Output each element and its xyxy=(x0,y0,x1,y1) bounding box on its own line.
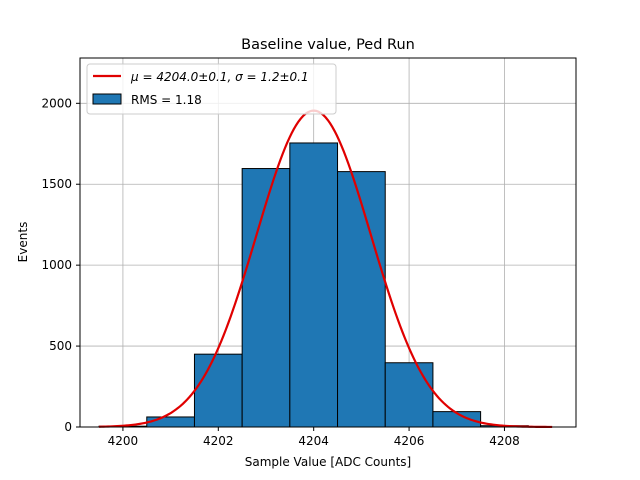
y-tick-label: 1500 xyxy=(41,177,72,191)
y-tick-label: 2000 xyxy=(41,96,72,110)
y-axis-ticks: 0 500 1000 1500 2000 xyxy=(41,96,80,434)
legend-hist-label: RMS = 1.18 xyxy=(131,93,202,107)
x-tick-label: 4208 xyxy=(489,434,520,448)
histogram-bar xyxy=(193,353,243,428)
legend-fit-label: μ = 4204.0±0.1, σ = 1.2±0.1 xyxy=(130,70,309,84)
x-tick-label: 4204 xyxy=(298,434,329,448)
y-tick-label: 500 xyxy=(49,339,72,353)
histogram-bar xyxy=(337,171,386,428)
x-tick-label: 4206 xyxy=(394,434,425,448)
histogram-bars xyxy=(98,142,529,428)
chart-title: Baseline value, Ped Run xyxy=(241,37,415,53)
y-axis-label: Events xyxy=(16,222,30,263)
legend: μ = 4204.0±0.1, σ = 1.2±0.1 RMS = 1.18 xyxy=(86,63,337,115)
histogram-bar xyxy=(384,362,434,428)
histogram-bar xyxy=(146,416,195,428)
legend-box xyxy=(86,63,337,115)
histogram-bar xyxy=(241,168,291,428)
y-tick-label: 0 xyxy=(64,420,72,434)
x-axis-label: Sample Value [ADC Counts] xyxy=(245,455,411,469)
plot-frame xyxy=(79,57,577,428)
y-tick-label: 1000 xyxy=(41,258,72,272)
gaussian-fit-curve xyxy=(99,109,553,429)
x-tick-label: 4202 xyxy=(203,434,234,448)
x-tick-label: 4200 xyxy=(108,434,139,448)
legend-hist-swatch xyxy=(92,93,122,105)
histogram-bar xyxy=(289,142,339,428)
x-axis-ticks: 4200 4202 4204 4206 4208 xyxy=(108,427,520,448)
